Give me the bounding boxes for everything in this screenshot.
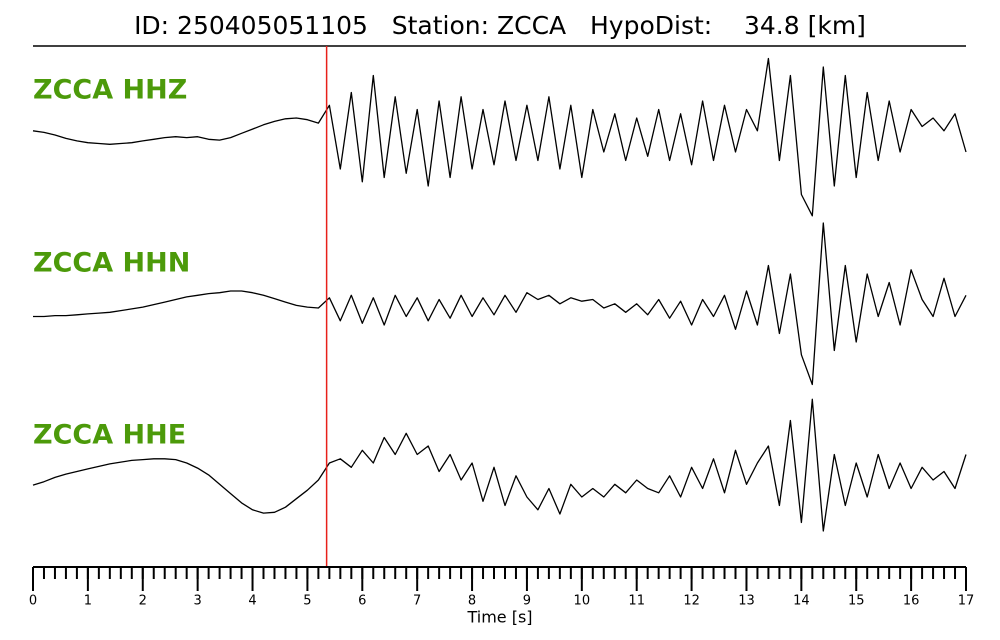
x-tick-label: 7 bbox=[413, 594, 421, 609]
trace bbox=[32, 398, 967, 532]
x-tick-label: 13 bbox=[738, 594, 755, 609]
x-tick-label: 17 bbox=[958, 594, 975, 609]
chart-title: ID: 250405051105 Station: ZCCA HypoDist:… bbox=[134, 11, 866, 40]
x-tick-label: 1 bbox=[84, 594, 92, 609]
x-tick-label: 5 bbox=[303, 594, 311, 609]
trace-label: ZCCA HHN bbox=[33, 248, 190, 279]
x-tick-label: 4 bbox=[248, 594, 256, 609]
x-tick-label: 0 bbox=[29, 594, 37, 609]
x-tick-label: 12 bbox=[683, 594, 700, 609]
x-tick-label: 11 bbox=[628, 594, 645, 609]
x-tick-label: 10 bbox=[574, 594, 591, 609]
x-tick-label: 2 bbox=[139, 594, 147, 609]
trace-label: ZCCA HHZ bbox=[33, 75, 187, 106]
x-tick-label: 3 bbox=[194, 594, 202, 609]
x-tick-label: 9 bbox=[523, 594, 531, 609]
x-tick-label: 6 bbox=[358, 594, 366, 609]
x-tick-label: 16 bbox=[903, 594, 920, 609]
trace bbox=[32, 57, 967, 217]
trace-label: ZCCA HHE bbox=[33, 420, 186, 451]
x-tick-label: 14 bbox=[793, 594, 810, 609]
trace bbox=[33, 222, 967, 386]
x-tick-label: 15 bbox=[848, 594, 865, 609]
x-tick-label: 8 bbox=[468, 594, 476, 609]
x-axis-label: Time [s] bbox=[466, 608, 532, 627]
